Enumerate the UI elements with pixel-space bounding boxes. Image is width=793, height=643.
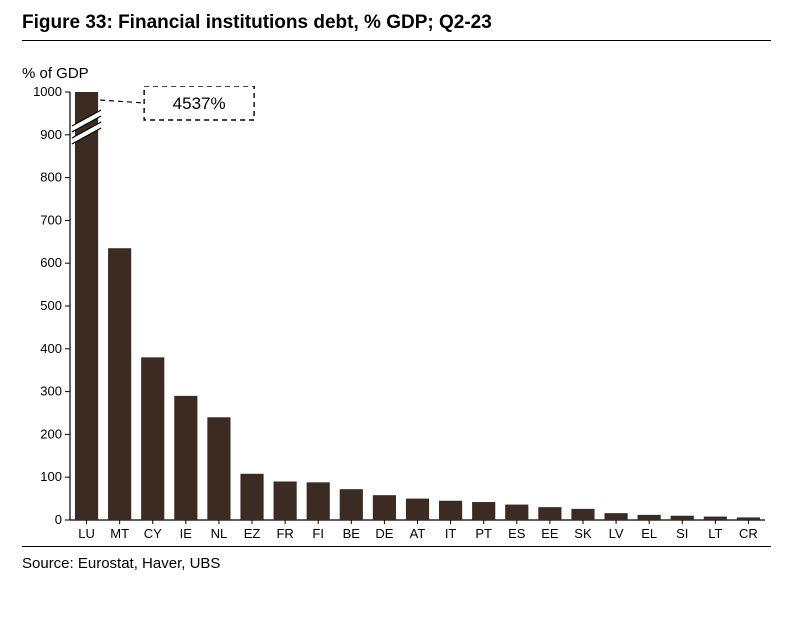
svg-text:100: 100 [40, 469, 62, 484]
bar [671, 516, 694, 520]
svg-text:500: 500 [40, 298, 62, 313]
top-rule [22, 40, 771, 41]
category-label: FI [312, 526, 324, 541]
category-label: LT [708, 526, 722, 541]
bar [472, 502, 495, 520]
bar [340, 489, 363, 520]
category-label: LU [78, 526, 95, 541]
category-label: CY [144, 526, 162, 541]
plot-area: 0 100 200 300 400 500 600 700 800 900 1000 LU 4537% M… [22, 86, 771, 546]
bar [571, 509, 594, 520]
category-label: AT [410, 526, 426, 541]
figure-title: Figure 33: Financial institutions debt, … [22, 12, 771, 34]
svg-text:400: 400 [40, 341, 62, 356]
svg-text:0: 0 [55, 512, 62, 527]
svg-text:200: 200 [40, 426, 62, 441]
category-label: EZ [244, 526, 261, 541]
svg-text:300: 300 [40, 384, 62, 399]
category-label: MT [110, 526, 129, 541]
bar [406, 499, 429, 520]
category-label: SI [676, 526, 688, 541]
bar [75, 92, 98, 520]
category-label: ES [508, 526, 526, 541]
bar [274, 481, 297, 520]
bar [174, 396, 197, 520]
y-axis-unit-label: % of GDP [22, 65, 771, 82]
bar [538, 507, 561, 520]
category-label: CR [739, 526, 758, 541]
bar [373, 495, 396, 520]
category-label: EL [641, 526, 657, 541]
bar [207, 417, 230, 520]
bottom-rule [22, 546, 771, 547]
category-label: BE [343, 526, 361, 541]
category-label: DE [375, 526, 393, 541]
svg-text:700: 700 [40, 212, 62, 227]
category-label: LV [609, 526, 624, 541]
bar [505, 505, 528, 520]
bar [704, 517, 727, 520]
bar [638, 515, 661, 520]
bar [240, 474, 263, 520]
category-label: SK [574, 526, 592, 541]
category-label: NL [211, 526, 228, 541]
source-line: Source: Eurostat, Haver, UBS [22, 555, 771, 572]
bar [737, 517, 760, 520]
category-label: EE [541, 526, 559, 541]
callout-label: 4537% [173, 94, 226, 113]
bar [307, 482, 330, 520]
svg-text:800: 800 [40, 170, 62, 185]
category-label: FR [276, 526, 293, 541]
bar [108, 248, 131, 520]
svg-text:900: 900 [40, 127, 62, 142]
bar [141, 357, 164, 520]
bar-chart: 0 100 200 300 400 500 600 700 800 900 1000 LU 4537% M… [22, 86, 771, 546]
figure-container: Figure 33: Financial institutions debt, … [0, 0, 793, 643]
bar [439, 501, 462, 520]
category-label: PT [475, 526, 492, 541]
svg-text:600: 600 [40, 255, 62, 270]
category-label: IT [445, 526, 457, 541]
svg-text:1000: 1000 [33, 86, 62, 99]
bar [604, 513, 627, 520]
category-label: IE [180, 526, 193, 541]
